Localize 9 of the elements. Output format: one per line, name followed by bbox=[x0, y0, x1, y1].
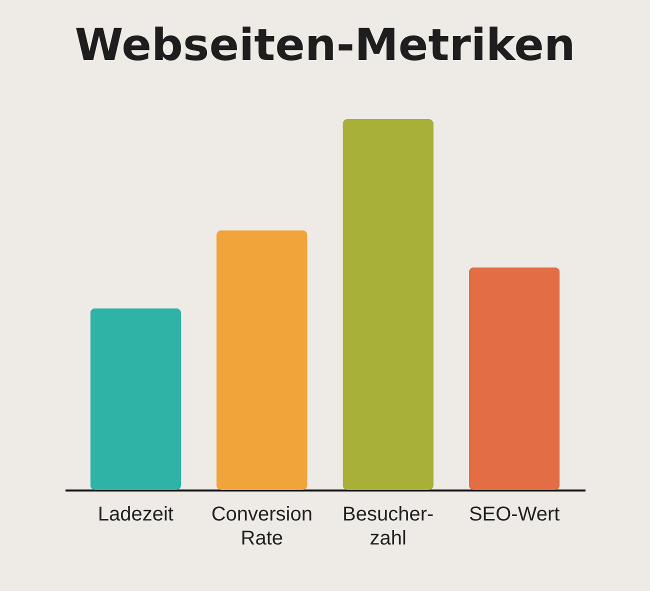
x-tick-label: Besucher-zahl bbox=[342, 504, 434, 550]
bar bbox=[216, 230, 308, 490]
bar bbox=[342, 119, 434, 490]
x-tick-label: Conversion Rate bbox=[211, 504, 312, 550]
x-tick-label: SEO-Wert bbox=[468, 504, 560, 526]
x-tick-label: Ladezeit bbox=[98, 504, 174, 526]
bar bbox=[468, 267, 560, 490]
bar bbox=[90, 308, 182, 490]
chart-title: Webseiten-Metriken bbox=[74, 20, 576, 71]
